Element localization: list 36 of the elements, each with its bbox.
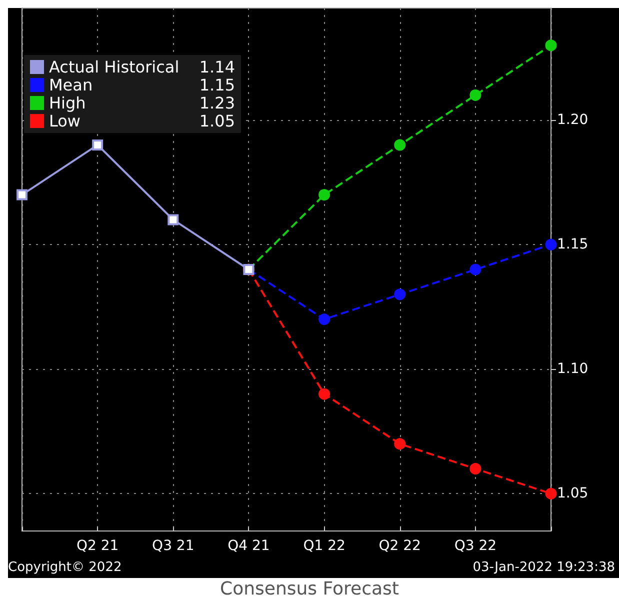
annotation: 1.14 bbox=[199, 58, 235, 76]
point bbox=[394, 288, 406, 300]
text: Copyright© 2022 bbox=[8, 560, 122, 575]
point bbox=[394, 438, 406, 450]
x-tick-label: Q3 22 bbox=[454, 538, 497, 554]
x-tick-label: Q2 22 bbox=[378, 538, 421, 554]
text: Consensus Forecast bbox=[220, 578, 399, 600]
legend-label: Actual Historical bbox=[49, 58, 180, 76]
point bbox=[318, 314, 330, 326]
x-tick-label: Q1 22 bbox=[303, 538, 346, 554]
legend-label: High bbox=[49, 94, 86, 112]
point bbox=[470, 264, 482, 276]
legend-label: Mean bbox=[49, 76, 93, 94]
legend-label: Low bbox=[49, 112, 81, 130]
annotation: 1.23 bbox=[199, 94, 235, 112]
x-tick-label: Q2 21 bbox=[76, 538, 119, 554]
point bbox=[394, 139, 406, 151]
y-tick-label: 1.05 bbox=[557, 486, 588, 502]
point bbox=[470, 89, 482, 101]
x-tick-label: Q3 21 bbox=[152, 538, 194, 554]
point bbox=[168, 214, 179, 226]
point bbox=[470, 462, 482, 474]
y-tick-label: 1.10 bbox=[557, 361, 588, 378]
x-tick-label: Q4 21 bbox=[228, 538, 270, 554]
y-tick-label: 1.15 bbox=[557, 236, 588, 253]
point bbox=[92, 139, 104, 150]
point bbox=[545, 238, 557, 250]
point bbox=[318, 388, 330, 400]
point bbox=[16, 189, 28, 200]
y-tick-label: 1.20 bbox=[557, 112, 588, 128]
point bbox=[545, 488, 557, 500]
text: 03-Jan-2022 19:23:38 bbox=[472, 560, 616, 575]
point bbox=[545, 40, 557, 52]
annotation: 1.05 bbox=[199, 112, 235, 130]
point bbox=[318, 189, 330, 201]
annotation: 1.15 bbox=[199, 76, 235, 94]
